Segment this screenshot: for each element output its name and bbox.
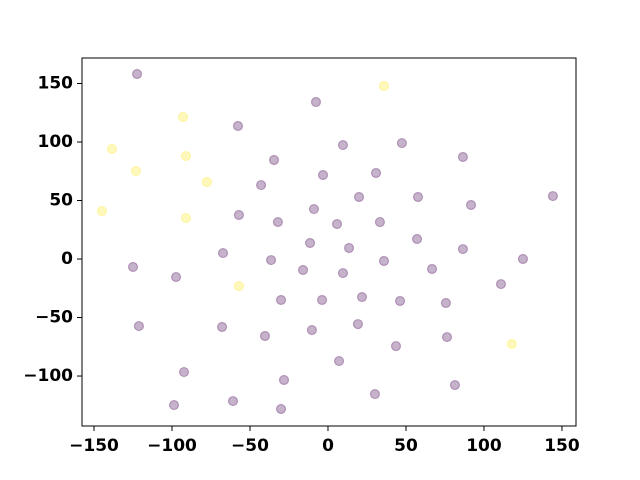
point xyxy=(441,331,453,343)
point xyxy=(201,176,213,188)
point xyxy=(369,388,381,400)
point xyxy=(106,143,118,155)
point xyxy=(131,68,143,80)
point xyxy=(426,263,438,275)
point xyxy=(278,374,290,386)
x-tick-label: −150 xyxy=(69,436,119,456)
point xyxy=(268,154,280,166)
point xyxy=(306,324,318,336)
point xyxy=(216,321,228,333)
point xyxy=(316,294,328,306)
y-tick-label: −50 xyxy=(35,308,73,328)
point xyxy=(233,280,245,292)
x-tick-label: −50 xyxy=(231,436,269,456)
point xyxy=(547,190,559,202)
point xyxy=(390,340,402,352)
point xyxy=(506,338,517,350)
point xyxy=(178,366,190,378)
point xyxy=(275,294,287,306)
point xyxy=(275,403,287,415)
point xyxy=(353,191,365,203)
point xyxy=(440,297,452,309)
point xyxy=(317,169,329,181)
point xyxy=(130,165,142,177)
x-tick-label: 100 xyxy=(466,436,502,456)
point xyxy=(337,139,349,151)
y-tick-label: 100 xyxy=(38,132,74,152)
point xyxy=(457,243,469,255)
point xyxy=(378,80,390,92)
plot-frame xyxy=(81,57,577,427)
x-tick-label: −100 xyxy=(147,436,197,456)
point xyxy=(217,247,229,259)
point xyxy=(378,255,390,267)
x-tick-label: 0 xyxy=(322,436,334,456)
point xyxy=(133,320,145,332)
point xyxy=(232,120,244,132)
point xyxy=(180,212,192,224)
x-tick-label: 150 xyxy=(544,436,580,456)
y-tick-label: 0 xyxy=(61,249,73,269)
point xyxy=(304,237,316,249)
point xyxy=(297,264,309,276)
point xyxy=(310,96,322,108)
point xyxy=(265,254,277,266)
point xyxy=(370,167,382,179)
point xyxy=(255,179,267,191)
point xyxy=(396,137,408,149)
point xyxy=(374,216,386,228)
point xyxy=(517,253,529,265)
point xyxy=(343,242,355,254)
point xyxy=(449,379,461,391)
point xyxy=(308,203,320,215)
point xyxy=(259,330,271,342)
point xyxy=(180,150,192,162)
point xyxy=(411,233,423,245)
point xyxy=(352,318,364,330)
point xyxy=(127,261,139,273)
point xyxy=(227,395,239,407)
point xyxy=(495,278,507,290)
point xyxy=(356,291,368,303)
point xyxy=(177,111,189,123)
point xyxy=(333,355,345,367)
point xyxy=(233,209,245,221)
point xyxy=(168,399,180,411)
point xyxy=(337,267,349,279)
point xyxy=(412,191,424,203)
point xyxy=(465,199,477,211)
point xyxy=(394,295,406,307)
point xyxy=(96,205,108,217)
point xyxy=(170,271,182,283)
x-tick-label: 50 xyxy=(394,436,418,456)
point xyxy=(272,216,284,228)
point xyxy=(457,151,469,163)
point xyxy=(331,218,343,230)
y-tick-label: 50 xyxy=(49,191,73,211)
y-tick-label: −100 xyxy=(23,366,73,386)
y-tick-label: 150 xyxy=(38,74,74,94)
